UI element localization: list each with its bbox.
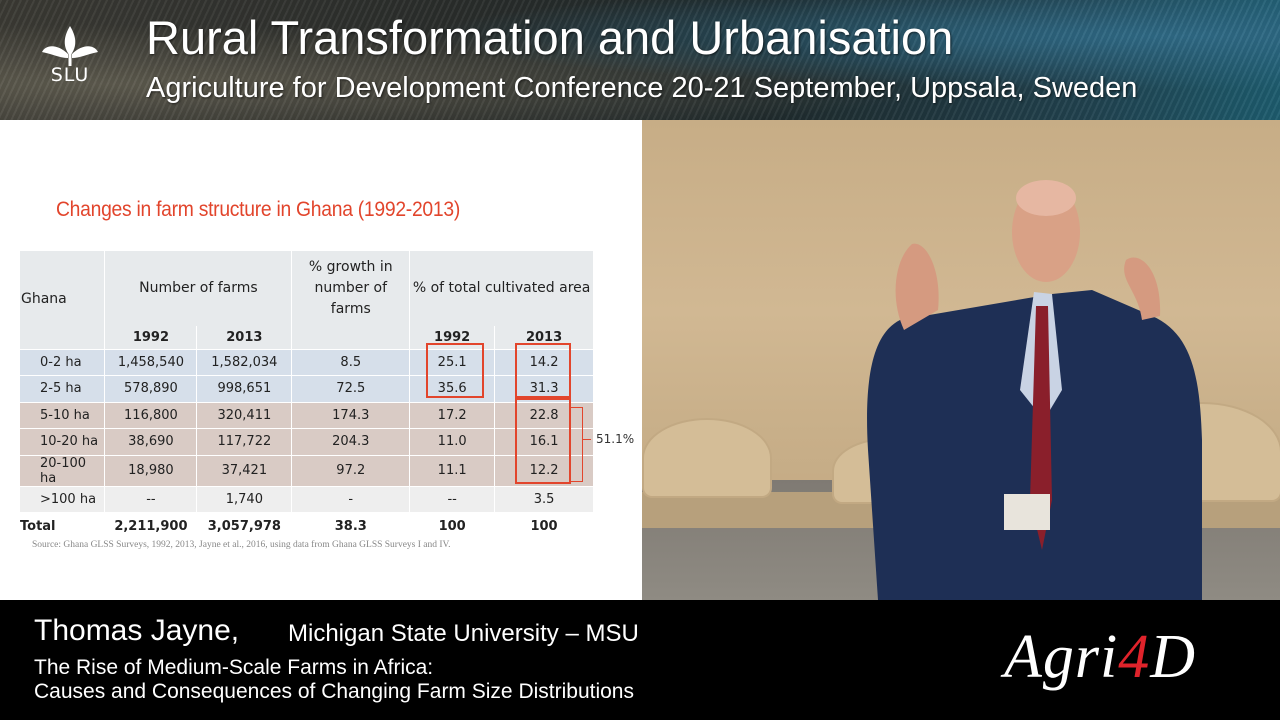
slu-leaf-logo-icon [42, 26, 98, 66]
table-cell: 174.3 [291, 401, 411, 429]
table-cell: 8.5 [291, 348, 411, 376]
table-cell: -- [104, 485, 198, 513]
header-cultivated-area: % of total cultivated area [409, 251, 594, 326]
slide-title: Changes in farm structure in Ghana (1992… [56, 198, 460, 221]
bracket-label: 51.1% [596, 432, 635, 446]
highlight-box-1992-small [426, 343, 484, 398]
table-cell: 38,690 [104, 428, 198, 455]
table-cell: 16.1 [494, 428, 594, 455]
table-row: 20-100 ha 18,980 37,421 97.2 11.1 12.2 [20, 454, 594, 486]
year-header: 1992 [104, 326, 198, 349]
table-cell: 116,800 [104, 401, 198, 429]
medium-farm-bracket [571, 407, 583, 482]
row-label-cell: 10-20 ha [20, 428, 106, 455]
logo-text: SLU [50, 64, 90, 86]
table-cell: -- [409, 485, 496, 513]
banner-subtitle: Agriculture for Development Conference 2… [146, 72, 1138, 104]
table-cell: 1,582,034 [196, 348, 293, 376]
highlight-box-2013-medium [515, 398, 571, 484]
table-cell: - [291, 485, 411, 513]
table-row: 2-5 ha 578,890 998,651 72.5 35.6 31.3 [20, 375, 594, 402]
table-cell: 578,890 [104, 375, 198, 402]
banner-texture [0, 0, 1280, 120]
brand-text-d: D [1150, 623, 1197, 691]
row-label-cell: 20-100 ha [20, 454, 106, 486]
agri4d-logo: Agri4D [1004, 622, 1196, 693]
header-growth: % growth in number of farms [291, 251, 411, 326]
year-header-empty [291, 326, 411, 349]
table-cell: 38.3 [291, 512, 411, 539]
table-cell: 117,722 [196, 428, 293, 455]
table-row: 10-20 ha 38,690 117,722 204.3 11.0 16.1 [20, 428, 594, 455]
row-label-cell: Total [20, 512, 106, 539]
speaker-affiliation: Michigan State University – MSU [288, 620, 639, 647]
table-cell: 2,211,900 [104, 512, 198, 539]
table-cell: 3,057,978 [196, 512, 293, 539]
lower-third-caption: Thomas Jayne, Michigan State University … [0, 600, 1280, 720]
row-label-cell: 5-10 ha [20, 401, 106, 429]
table-cell: 14.2 [494, 348, 594, 376]
speaker-figure [867, 180, 1202, 600]
header-number-of-farms: Number of farms [104, 251, 293, 326]
table-cell: 18,980 [104, 454, 198, 486]
presentation-slide: Changes in farm structure in Ghana (1992… [0, 120, 642, 600]
speaker-name: Thomas Jayne, [34, 614, 240, 647]
row-label-cell: 0-2 ha [20, 348, 106, 376]
table-corner-label: Ghana [20, 251, 106, 349]
farm-structure-table: Ghana Number of farms % growth in number… [20, 251, 594, 539]
bracket-tick [583, 439, 591, 440]
table-cell: 11.1 [409, 454, 496, 486]
table-cell: 11.0 [409, 428, 496, 455]
table-cell: 320,411 [196, 401, 293, 429]
table-cell: 12.2 [494, 454, 594, 486]
table-cell: 25.1 [409, 348, 496, 376]
table-cell: 72.5 [291, 375, 411, 402]
row-label-cell: 2-5 ha [20, 375, 106, 402]
table-cell: 204.3 [291, 428, 411, 455]
table-cell: 998,651 [196, 375, 293, 402]
table-row: >100 ha -- 1,740- -- 3.5 [20, 485, 594, 513]
brand-text-four: 4 [1118, 623, 1151, 691]
table-cell: 17.2 [409, 401, 496, 429]
row-label-cell: >100 ha [20, 485, 106, 513]
year-header: 2013 [196, 326, 293, 349]
banner-title: Rural Transformation and Urbanisation [146, 11, 954, 64]
table-cell: 100 [409, 512, 496, 539]
table-row: 5-10 ha 116,800 320,411 174.3 17.2 22.8 [20, 401, 594, 429]
table-cell: 100 [494, 512, 594, 539]
table-cell: 1,740 [196, 485, 293, 513]
speaker-video-frame [642, 120, 1280, 600]
table-cell: 3.5 [494, 485, 594, 513]
talk-title-line-2: Causes and Consequences of Changing Farm… [34, 680, 634, 703]
table-row: Total 2,211,900 3,057,978 38.3 100 100 [20, 512, 594, 539]
table-cell: 97.2 [291, 454, 411, 486]
brand-text-agri: Agri [1004, 623, 1119, 691]
table-cell: 37,421 [196, 454, 293, 486]
conference-banner: SLU Rural Transformation and Urbanisatio… [0, 0, 1280, 120]
highlight-box-2013-small [515, 343, 571, 398]
stage-chair [642, 418, 772, 498]
talk-title-line-1: The Rise of Medium-Scale Farms in Africa… [34, 656, 434, 679]
source-note: Source: Ghana GLSS Surveys, 1992, 2013, … [32, 540, 451, 550]
table-row: 0-2 ha 1,458,540 1,582,034 8.5 25.1 14.2 [20, 348, 594, 376]
table-cell: 1,458,540 [104, 348, 198, 376]
table-cell: 22.8 [494, 401, 594, 429]
